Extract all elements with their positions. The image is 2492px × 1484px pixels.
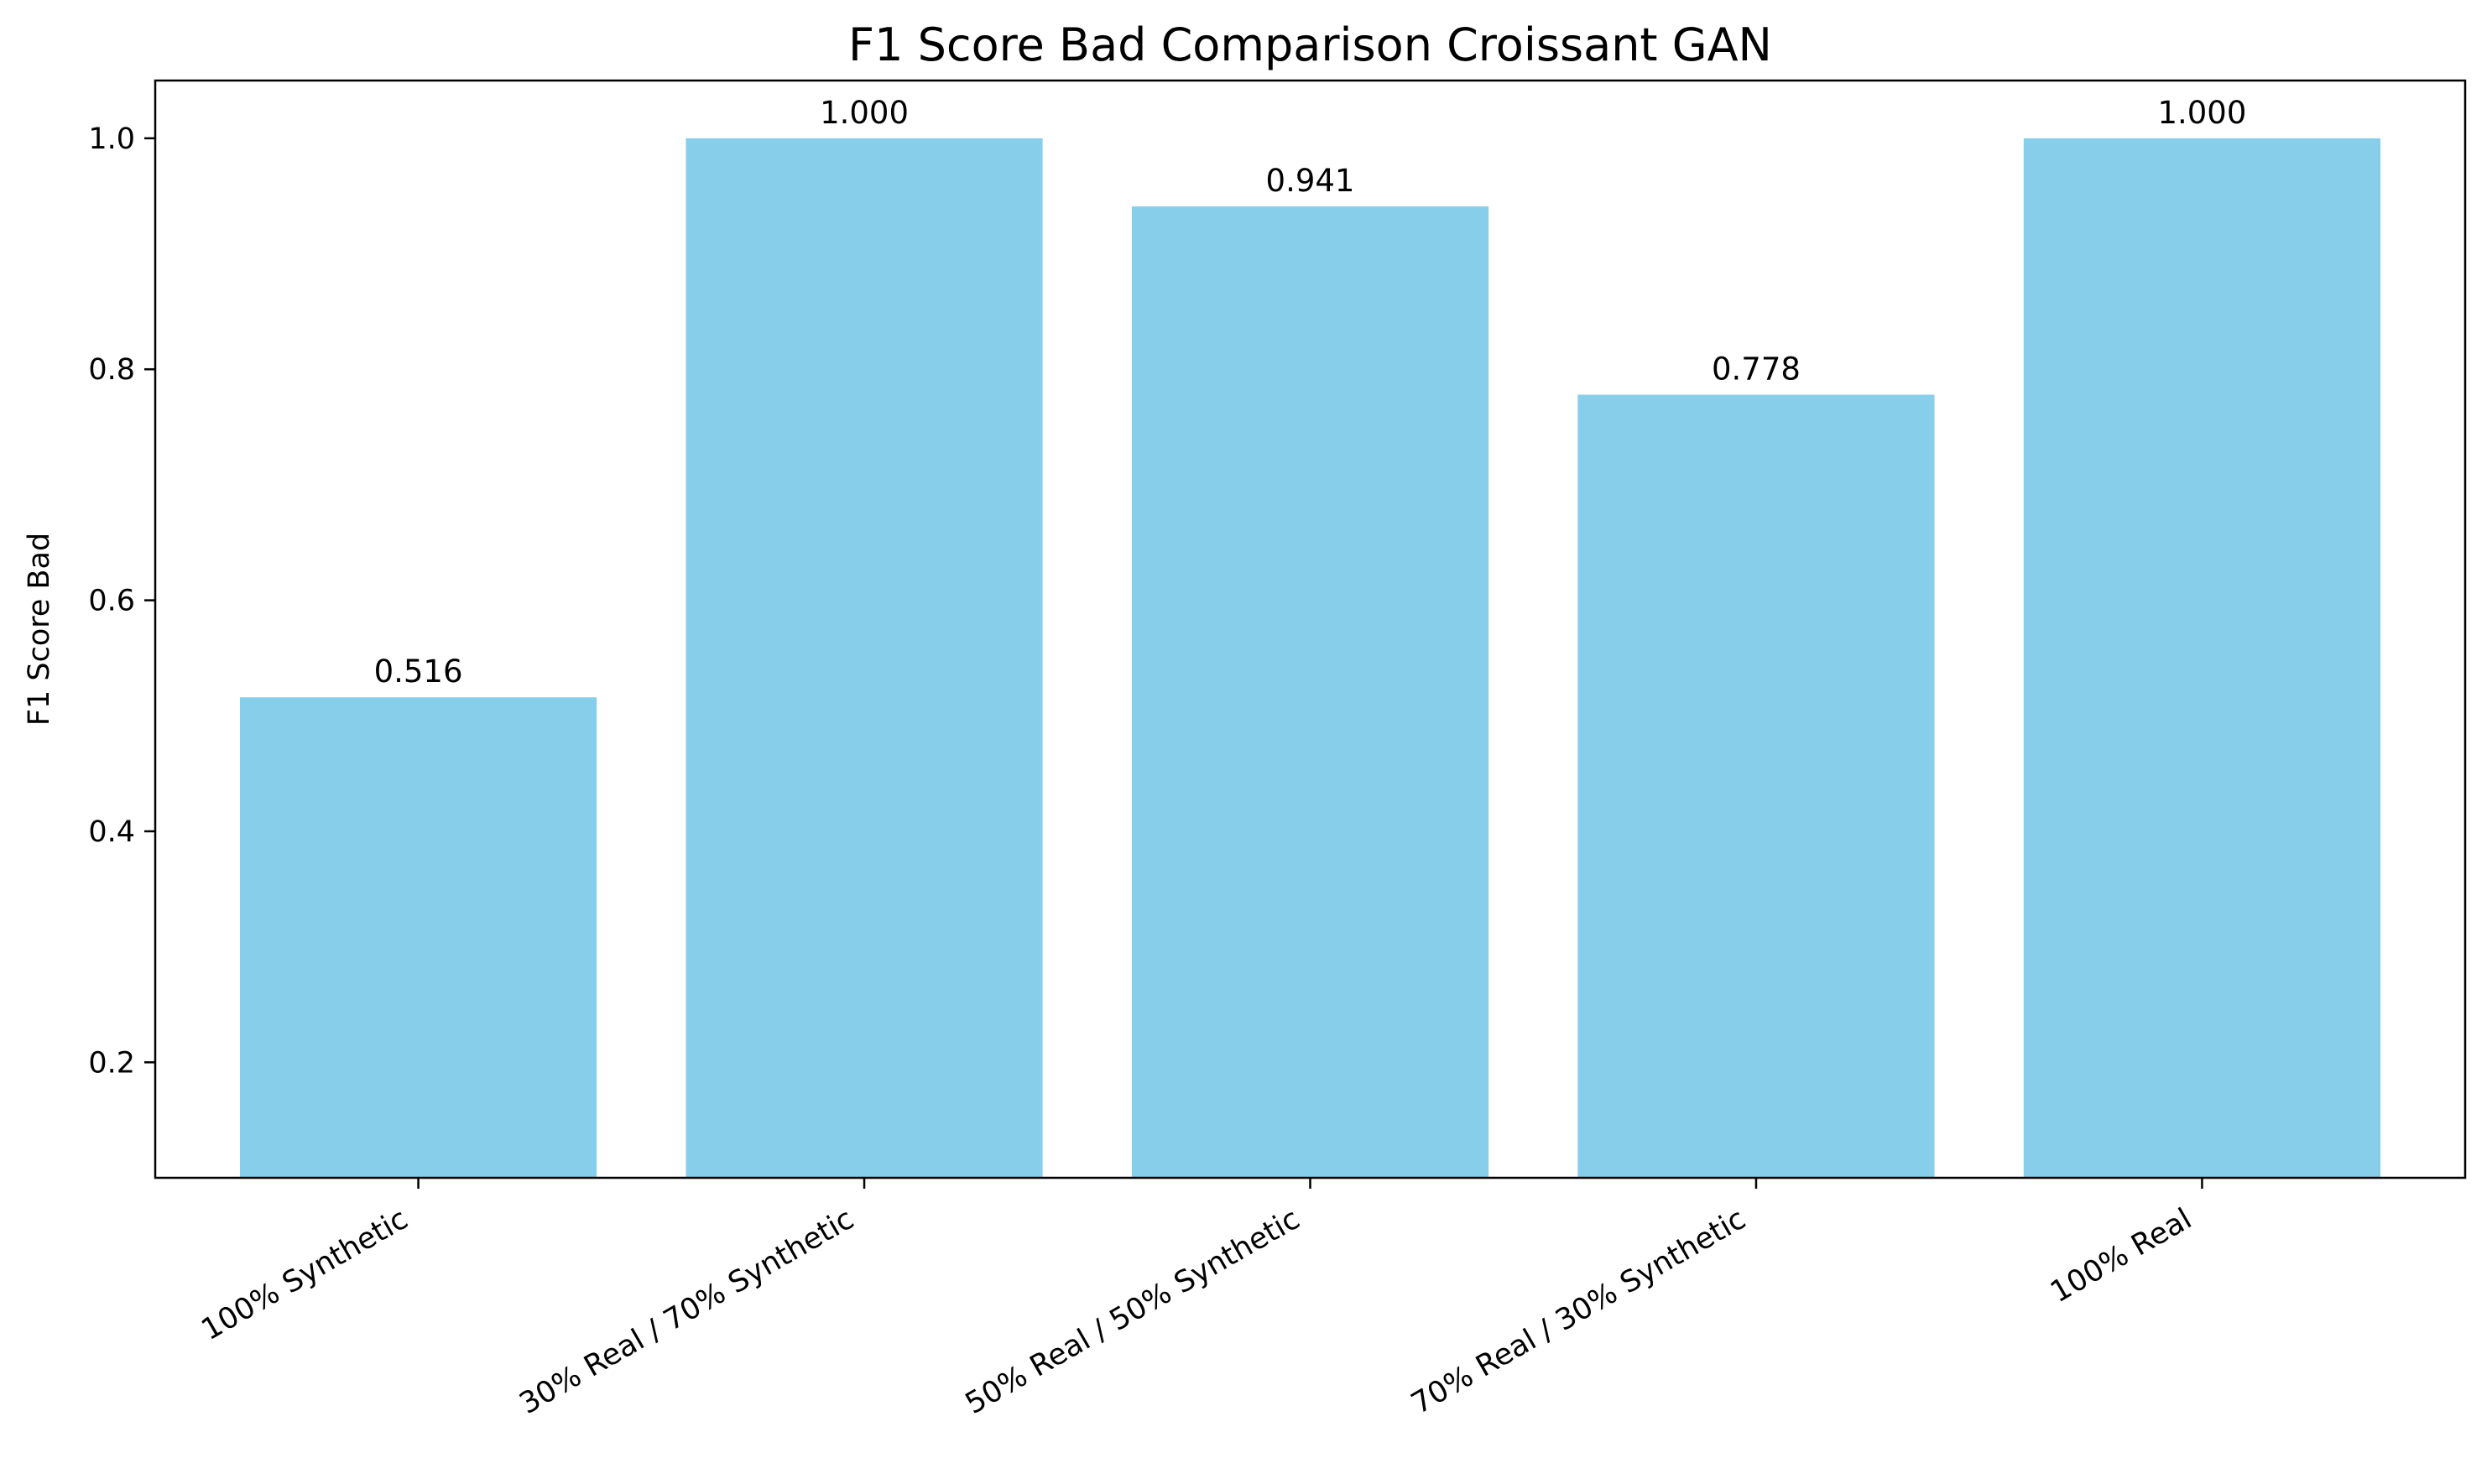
data-labels-layer: 0.516 1.000 0.941 0.778 1.000 — [374, 95, 2247, 690]
y-tick-label: 0.4 — [88, 815, 135, 849]
x-tick-label: 100% Synthetic — [196, 1202, 414, 1347]
y-axis-ticks: 0.2 0.4 0.6 0.8 1.0 — [88, 122, 155, 1080]
y-tick-label: 1.0 — [88, 122, 135, 156]
y-tick-label: 0.8 — [88, 353, 135, 387]
y-axis-label: F1 Score Bad — [23, 533, 56, 726]
data-label: 0.516 — [374, 653, 463, 690]
x-tick-label: 70% Real / 30% Synthetic — [1406, 1202, 1752, 1421]
bars-layer — [239, 138, 2381, 1179]
x-tick-label: 50% Real / 50% Synthetic — [960, 1202, 1306, 1421]
y-tick-label: 0.6 — [88, 585, 135, 618]
data-label: 0.941 — [1266, 163, 1355, 199]
bar — [2023, 138, 2381, 1179]
x-tick-label: 30% Real / 70% Synthetic — [514, 1202, 860, 1421]
plot-frame — [154, 79, 2467, 1179]
bar — [686, 138, 1043, 1179]
y-tick-label: 0.2 — [88, 1046, 135, 1080]
x-tick-label: 100% Real — [2045, 1202, 2197, 1310]
data-label: 1.000 — [820, 95, 909, 131]
data-label: 0.778 — [1712, 351, 1801, 388]
bar — [239, 697, 597, 1178]
bar — [1577, 394, 1935, 1178]
data-label: 1.000 — [2157, 95, 2246, 131]
chart-title: F1 Score Bad Comparison Croissant GAN — [848, 18, 1772, 71]
x-axis-ticks: 100% Synthetic 30% Real / 70% Synthetic 50… — [196, 1178, 2203, 1421]
bar — [1131, 206, 1489, 1178]
